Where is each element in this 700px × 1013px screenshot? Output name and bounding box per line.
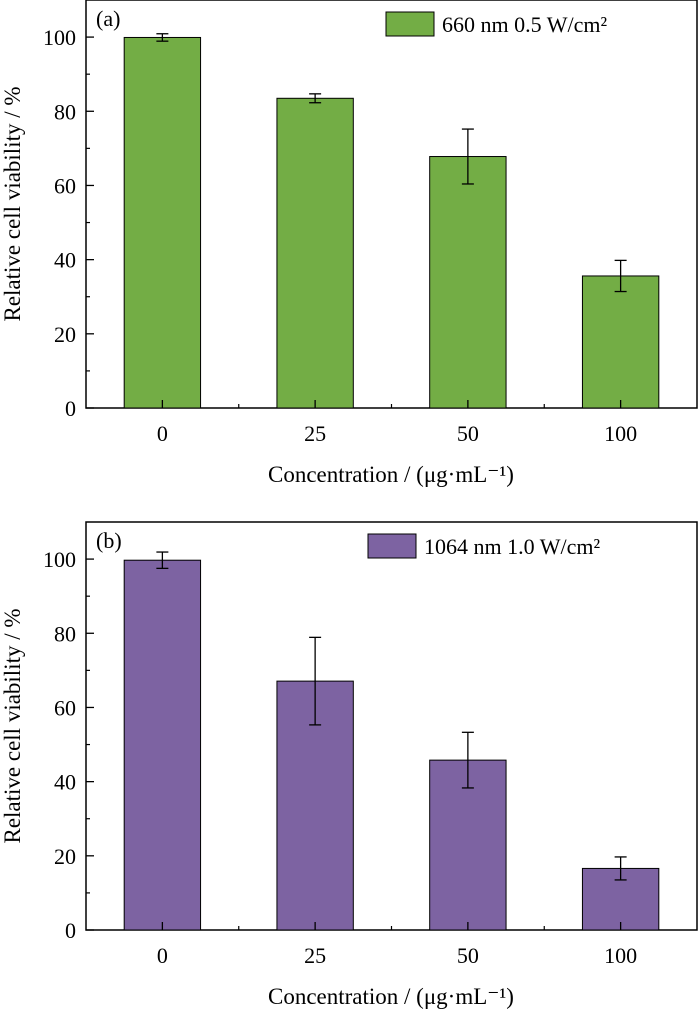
y-axis-title: Relative cell viability / % xyxy=(0,608,25,843)
bar xyxy=(123,559,202,931)
x-tick-label: 50 xyxy=(457,943,479,968)
legend-label: 660 nm 0.5 W/cm² xyxy=(442,12,607,37)
legend-swatch xyxy=(385,11,435,37)
error-bar xyxy=(461,731,474,789)
error-bar xyxy=(461,128,474,185)
y-tick-label: 20 xyxy=(54,844,76,869)
legend-label: 1064 nm 1.0 W/cm² xyxy=(424,534,600,559)
error-bar xyxy=(156,33,169,42)
bar xyxy=(429,156,507,409)
y-tick-label: 20 xyxy=(54,322,76,347)
legend: 660 nm 0.5 W/cm² xyxy=(385,11,607,37)
panel-label: (b) xyxy=(96,528,122,553)
y-axis-title: Relative cell viability / % xyxy=(0,86,25,321)
y-tick-label: 60 xyxy=(54,695,76,720)
x-tick-label: 25 xyxy=(304,943,326,968)
x-tick-label: 100 xyxy=(604,943,637,968)
error-bar xyxy=(614,856,627,881)
chart-panel-a: 0 20 40 60 80 100 0 25 50 100 (a) 660 nm 0.5 W/c… xyxy=(0,0,698,487)
x-tick-label: 100 xyxy=(604,421,637,446)
error-bar xyxy=(614,259,627,293)
x-axis-title: Concentration / (μg·mL⁻¹) xyxy=(268,462,514,487)
y-tick-label: 0 xyxy=(65,396,76,421)
x-tick-label: 25 xyxy=(304,421,326,446)
chart-panel-b: 0 20 40 60 80 100 0 25 50 100 (b) 1064 nm 1.0 W/… xyxy=(0,521,698,1009)
x-tick-label: 0 xyxy=(157,943,168,968)
panel-label: (a) xyxy=(96,6,120,31)
bar xyxy=(276,97,354,409)
y-tick-label: 80 xyxy=(54,99,76,124)
x-tick-label: 0 xyxy=(157,421,168,446)
error-bar xyxy=(309,636,322,726)
x-tick-label: 50 xyxy=(457,421,479,446)
x-axis-title: Concentration / (μg·mL⁻¹) xyxy=(268,984,514,1009)
y-tick-label: 60 xyxy=(54,173,76,198)
bar xyxy=(123,36,202,409)
y-tick-label: 40 xyxy=(54,248,76,273)
y-tick-label: 100 xyxy=(43,25,76,50)
y-tick-label: 100 xyxy=(43,547,76,572)
y-tick-label: 80 xyxy=(54,621,76,646)
bar xyxy=(581,275,660,409)
error-bar xyxy=(156,551,169,570)
y-tick-label: 40 xyxy=(54,770,76,795)
legend: 1064 nm 1.0 W/cm² xyxy=(367,533,600,559)
legend-swatch xyxy=(367,533,417,559)
error-bar xyxy=(309,93,322,104)
y-tick-label: 0 xyxy=(65,918,76,943)
